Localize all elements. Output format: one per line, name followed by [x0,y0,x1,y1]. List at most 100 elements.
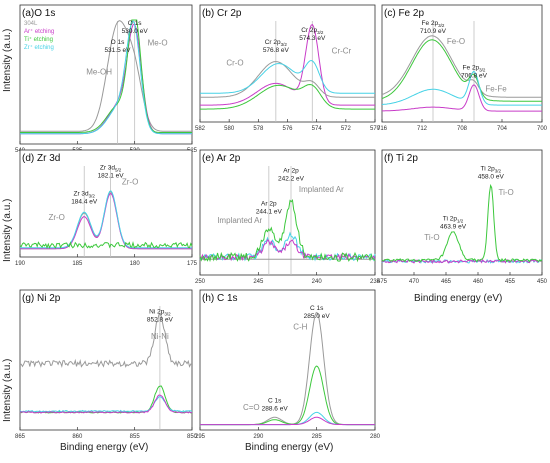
x-tick-label-g-2: 855 [130,434,141,440]
annotation-value-c-1: 706.8 eV [461,73,488,80]
series-h-ar [200,416,375,426]
annotation-d-1: Zr 3d3/2 [73,190,95,198]
annotation-value-d-1: 184.4 eV [71,198,98,205]
x-tick-label-d-3: 175 [187,261,198,267]
x-tick-label-c-0: 716 [377,126,388,132]
x-tick-label-g-3: 850 [187,434,198,440]
series-c-zr [381,71,542,106]
annotation-d-3: Zr-O [48,213,64,222]
x-tick-label-f-0: 475 [377,279,388,285]
panel-title-h: (h) C 1s [202,293,238,304]
x-tick-label-b-1: 580 [224,126,235,132]
annotation-f-1: Ti 2p1/2 [443,216,464,224]
annotation-a-3: Me-O [148,38,168,47]
annotation-h-1: C 1s [268,398,282,405]
series-c-ti [381,39,542,102]
annotation-e-3: Implanted Ar [217,216,262,225]
x-tick-label-b-3: 576 [282,126,293,132]
annotation-b-0: Cr 2p3/2 [265,39,288,47]
panel-title-c: (c) Fe 2p [384,8,424,19]
annotation-d-0: Zr 3d5/2 [100,164,122,172]
panel-title-e: (e) Ar 2p [202,153,241,164]
annotation-value-h-1: 288.6 eV [262,406,289,413]
x-tick-label-b-5: 572 [341,126,352,132]
annotation-d-2: Zr-O [122,178,138,187]
annotation-h-3: C=O [243,403,260,412]
annotation-e-2: Implanted Ar [299,185,344,194]
x-axis-title-h: Binding energy (eV) [245,442,334,453]
panel-title-f: (f) Ti 2p [384,153,418,164]
series-d-ti [19,241,193,250]
annotation-g-0: Ni 2p3/2 [149,309,171,317]
x-tick-label-g-0: 865 [15,434,26,440]
x-tick-label-c-4: 700 [537,126,548,132]
series-a-s304L [20,20,192,132]
x-tick-label-d-1: 185 [72,261,83,267]
series-a-zr [20,20,192,135]
series-b-zr [200,59,375,94]
series-a-ti [20,19,192,133]
x-tick-label-f-2: 465 [441,279,452,285]
series-g-ar [19,394,193,414]
annotation-b-1: Cr 2p3/2 [301,27,324,35]
annotation-g-1: Ni-Ni [151,332,169,341]
annotation-a-1: O 1s [128,20,142,27]
x-tick-label-f-1: 470 [409,279,420,285]
x-axis-title-g: Binding energy (eV) [60,442,149,453]
x-tick-label-e-3: 235 [370,279,381,285]
annotation-f-3: Ti-O [424,233,439,242]
x-tick-label-f-5: 450 [537,279,548,285]
x-tick-label-f-3: 460 [473,279,484,285]
annotation-value-d-0: 182.1 eV [98,172,125,179]
x-tick-label-b-6: 570 [370,126,381,132]
annotation-value-a-0: 531.5 eV [104,47,131,54]
x-tick-label-h-2: 285 [312,434,323,440]
series-b-s304L [200,61,375,98]
x-tick-label-d-0: 190 [15,261,26,267]
annotation-a-0: O 1s [111,39,125,46]
annotation-f-0: Ti 2p3/2 [481,165,502,173]
annotation-value-h-0: 285.0 eV [304,313,331,320]
x-tick-label-b-4: 574 [312,126,323,132]
panel-title-g: (g) Ni 2p [22,293,61,304]
x-tick-label-e-1: 245 [253,279,264,285]
y-axis-title-row1: Intensity (a.u.) [2,28,13,92]
annotation-f-2: Ti-O [499,188,514,197]
x-tick-label-b-0: 582 [195,126,206,132]
series-g-s304L [19,313,193,369]
annotation-value-f-0: 458.0 eV [478,173,505,180]
annotation-value-c-0: 710.9 eV [420,28,447,35]
y-axis-title-row2: Intensity (a.u.) [2,198,13,262]
panel-b-frame [199,4,376,123]
annotation-h-0: C 1s [310,305,324,312]
x-tick-label-h-3: 280 [370,434,381,440]
x-tick-label-h-1: 290 [253,434,264,440]
annotation-a-2: Me-OH [86,67,112,76]
y-axis-title-row3: Intensity (a.u.) [2,358,13,422]
annotation-value-f-1: 463.9 eV [440,224,467,231]
x-tick-label-e-0: 250 [195,279,206,285]
panel-title-a: (a)O 1s [22,8,55,19]
x-tick-label-d-2: 180 [130,261,141,267]
annotation-c-1: Fe 2p3/2 [463,65,486,73]
annotation-b-3: Cr-Cr [332,47,352,56]
x-tick-label-c-2: 708 [457,126,468,132]
legend-item-3: Zr⁺ etching [24,44,54,51]
annotation-value-a-1: 530.0 eV [122,28,149,35]
panel-title-d: (d) Zr 3d [22,153,60,164]
legend-item-0: 304L [24,21,38,27]
legend-item-2: Ti⁺ etching [24,36,53,43]
x-tick-label-f-4: 455 [505,279,516,285]
annotation-value-g-0: 852.8 eV [147,317,174,324]
x-tick-label-e-2: 240 [312,279,323,285]
annotation-c-3: Fe-Fe [485,84,507,93]
x-tick-label-b-2: 578 [253,126,264,132]
series-d-zr [20,190,192,249]
annotation-value-b-0: 576.8 eV [263,47,290,54]
panel-g-frame [19,289,193,431]
